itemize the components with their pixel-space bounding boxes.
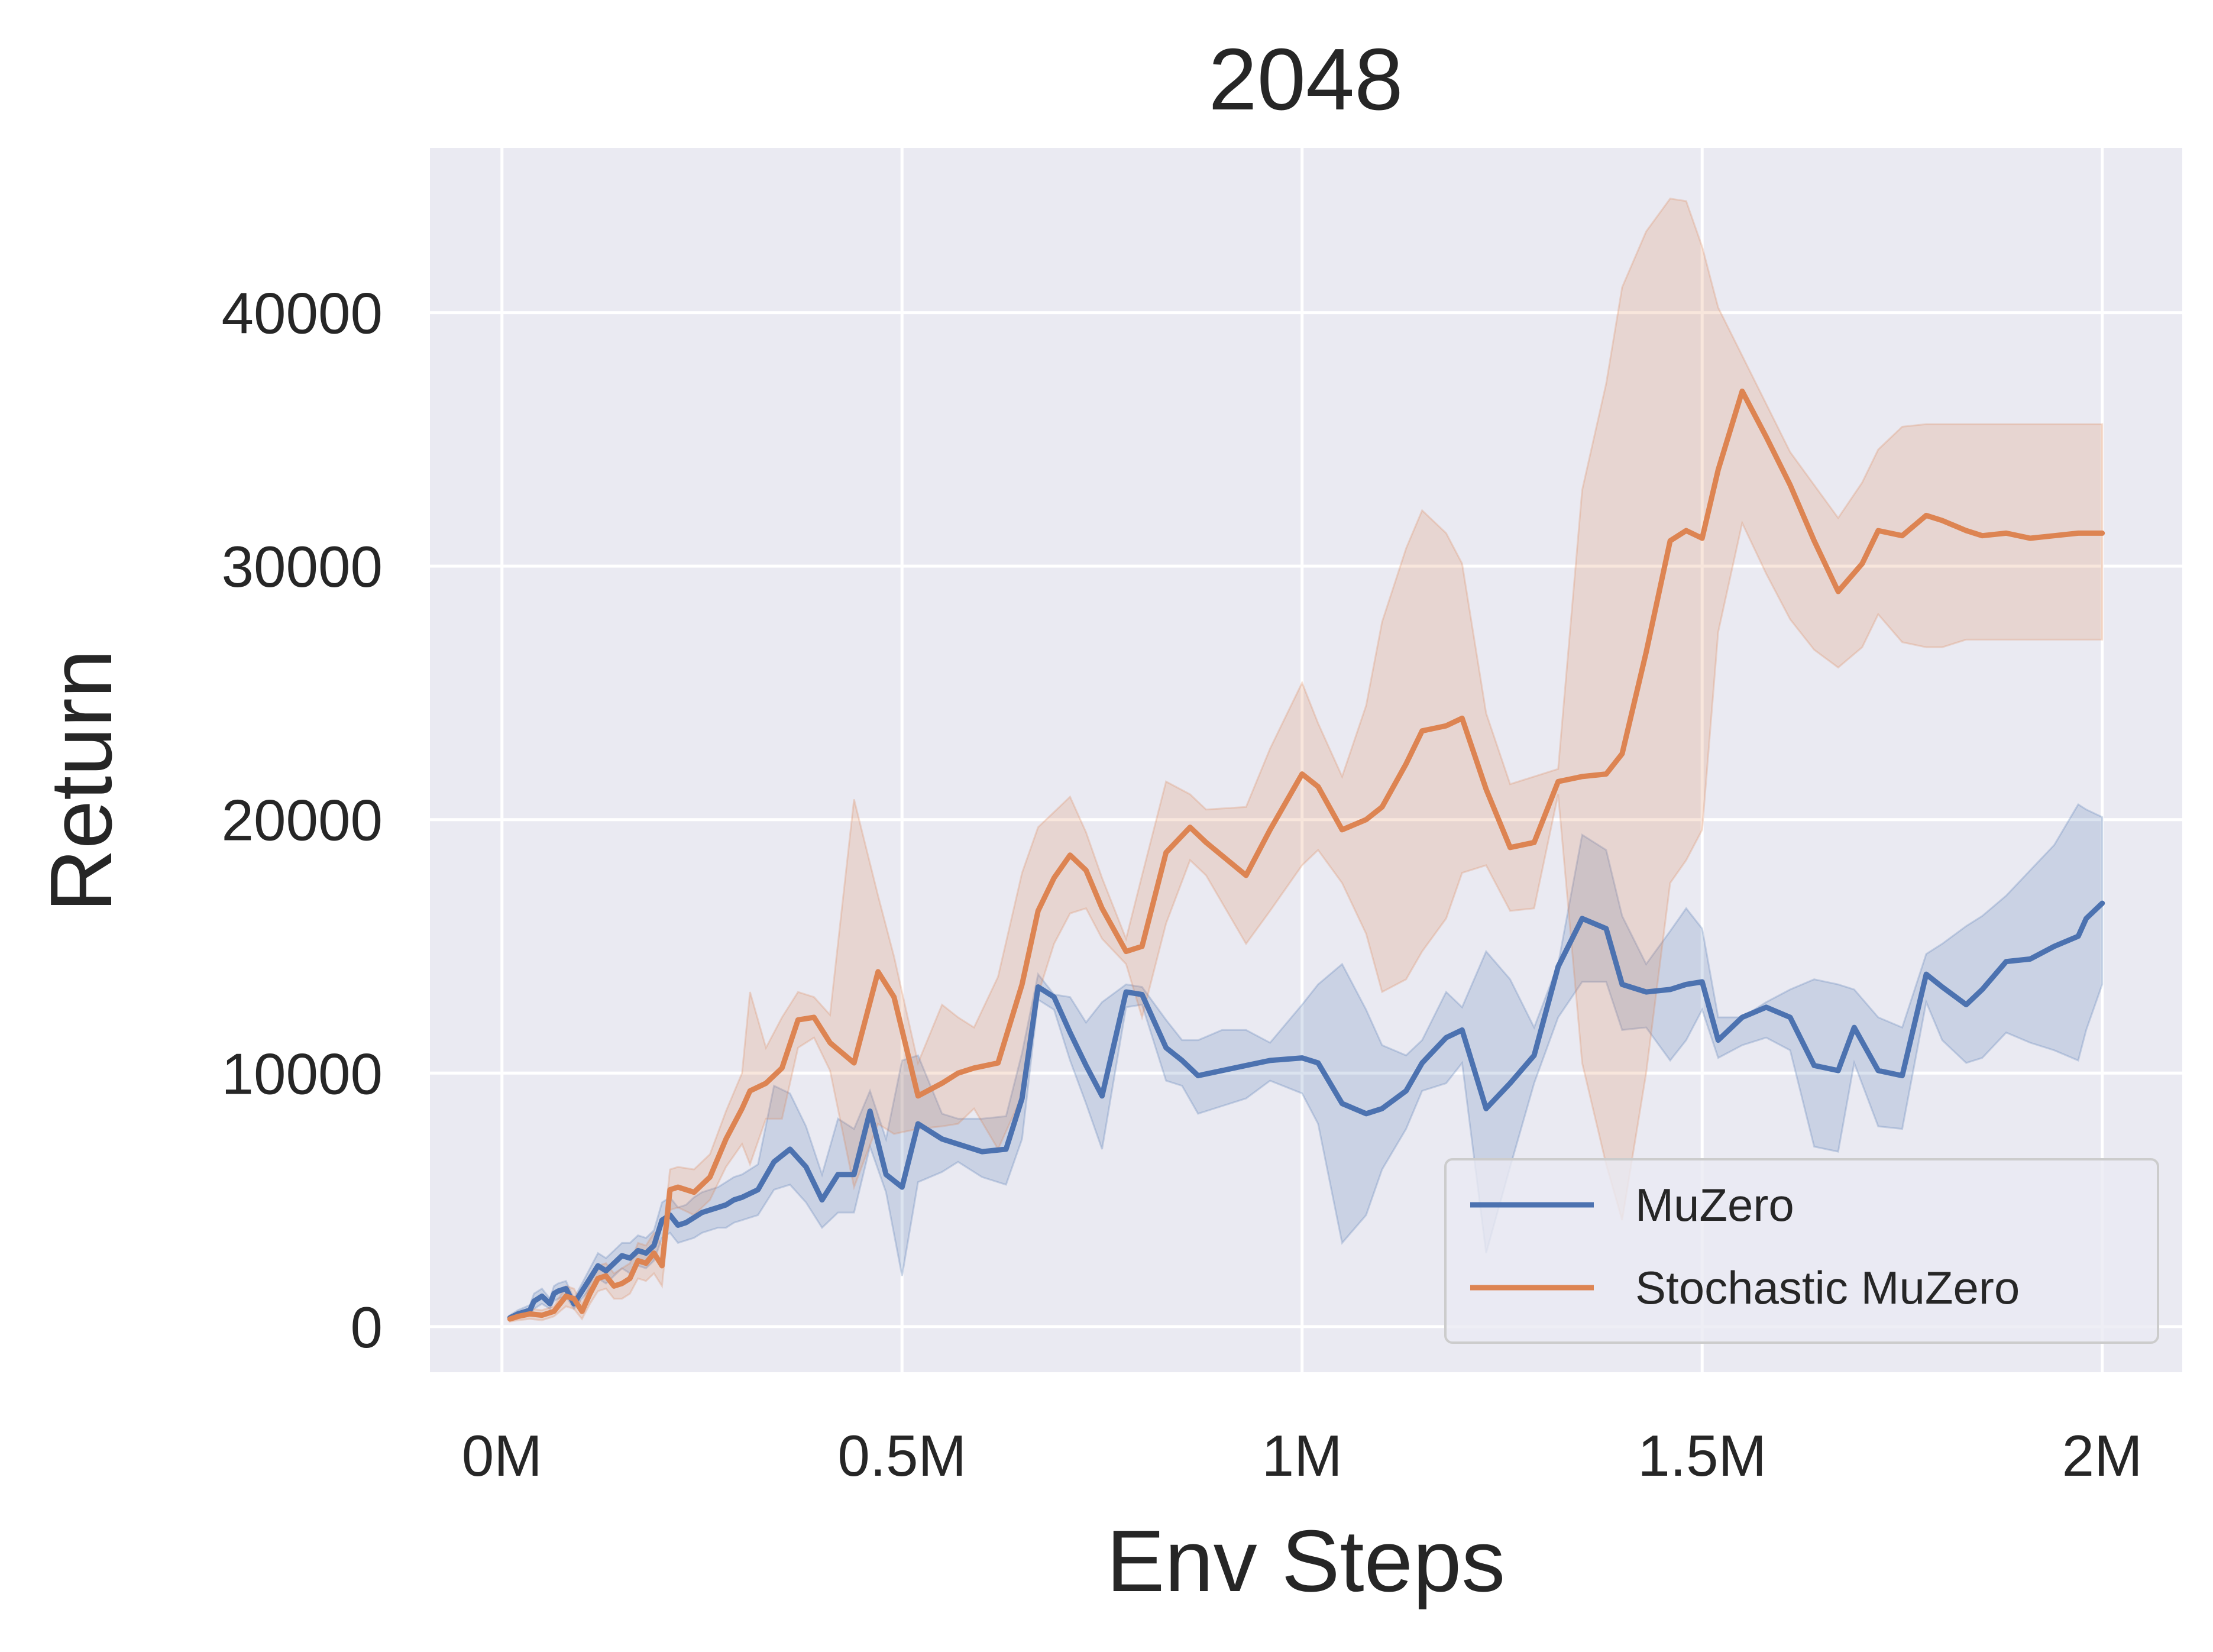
y-tick-label: 30000 (221, 534, 383, 599)
x-tick-label: 0M (462, 1423, 542, 1488)
y-tick-label: 20000 (221, 788, 383, 853)
y-tick-label: 10000 (221, 1041, 383, 1106)
confidence-bands (509, 198, 2104, 1323)
series-line-stochastic-muzero (507, 388, 2105, 1322)
x-tick-label: 0.5M (837, 1423, 966, 1488)
chart-title: 2048 (1208, 31, 1403, 128)
x-axis-label: Env Steps (1106, 1512, 1506, 1610)
x-tick-label: 1.5M (1638, 1423, 1766, 1488)
series-line-muzero (507, 900, 2105, 1321)
legend: MuZero Stochastic MuZero (1444, 1158, 2159, 1344)
legend-label-stochastic-muzero: Stochastic MuZero (1635, 1262, 2020, 1314)
y-axis-label: Return (33, 649, 130, 912)
y-tick-label: 40000 (221, 281, 383, 346)
y-tick-label: 0 (350, 1295, 383, 1360)
legend-box (1444, 1158, 2159, 1344)
confidence-band-stochastic-muzero (509, 198, 2104, 1323)
x-tick-label: 1M (1262, 1423, 1342, 1488)
legend-label-muzero: MuZero (1635, 1179, 1794, 1231)
tick-labels: 0M 0.5M 1M 1.5M 2M 0 10000 20000 30000 40000 (221, 281, 2142, 1488)
x-tick-label: 2M (2062, 1423, 2143, 1488)
confidence-band-muzero (509, 803, 2104, 1322)
series-lines (507, 388, 2105, 1322)
